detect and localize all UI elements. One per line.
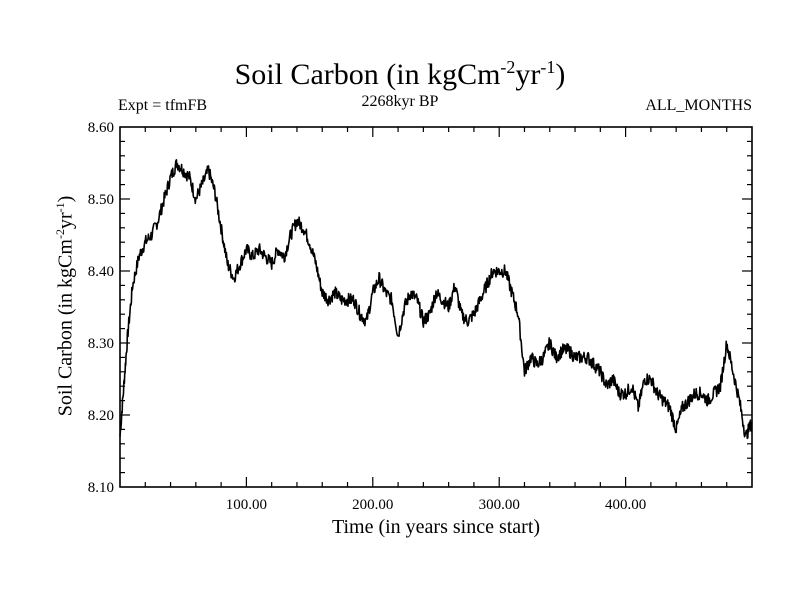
series-line <box>119 159 753 440</box>
x-tick-label: 300.00 <box>479 497 520 513</box>
months-label: ALL_MONTHS <box>645 97 752 114</box>
y-tick-label: 8.40 <box>88 264 114 280</box>
y-tick-label: 8.60 <box>88 120 114 136</box>
x-tick-label: 400.00 <box>605 497 646 513</box>
experiment-label: Expt = tfmFB <box>118 97 208 114</box>
y-tick-label: 8.10 <box>88 480 114 496</box>
plot-area <box>119 126 753 488</box>
chart-title: Soil Carbon (in kgCm-2yr-1) <box>234 57 566 91</box>
plot-frame <box>119 126 753 488</box>
y-axis: 8.10 8.20 8.30 8.40 8.50 8.60 <box>88 120 752 496</box>
x-axis: 100.00 200.00 300.00 400.00 <box>144 127 728 513</box>
x-axis-label: Time (in years since start) <box>331 516 541 538</box>
x-tick-label: 100.00 <box>226 497 267 513</box>
y-axis-label: Soil Carbon (in kgCm-2yr-1) <box>52 195 77 417</box>
period-label: 2268kyr BP <box>361 93 439 110</box>
x-tick-label: 200.00 <box>352 497 393 513</box>
y-tick-label: 8.30 <box>88 336 114 352</box>
y-tick-label: 8.50 <box>88 192 114 208</box>
y-tick-label: 8.20 <box>88 408 114 424</box>
